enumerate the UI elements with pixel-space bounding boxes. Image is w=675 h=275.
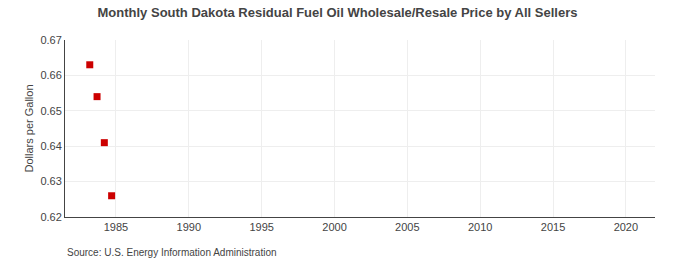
- svg-text:0.67: 0.67: [40, 34, 61, 46]
- svg-text:2020: 2020: [614, 221, 638, 233]
- svg-text:1995: 1995: [249, 221, 273, 233]
- svg-text:0.66: 0.66: [40, 69, 61, 81]
- svg-text:2005: 2005: [395, 221, 419, 233]
- svg-text:0.63: 0.63: [40, 175, 61, 187]
- svg-text:2015: 2015: [541, 221, 565, 233]
- svg-text:Source: U.S. Energy Informatio: Source: U.S. Energy Information Administ…: [67, 247, 277, 258]
- svg-text:0.62: 0.62: [40, 211, 61, 223]
- svg-text:Monthly South Dakota Residual: Monthly South Dakota Residual Fuel Oil W…: [98, 5, 578, 20]
- svg-text:2010: 2010: [468, 221, 492, 233]
- svg-text:Dollars per Gallon: Dollars per Gallon: [23, 84, 35, 172]
- svg-text:1990: 1990: [177, 221, 201, 233]
- svg-text:2000: 2000: [322, 221, 346, 233]
- svg-text:1985: 1985: [104, 221, 128, 233]
- svg-text:0.65: 0.65: [40, 105, 61, 117]
- svg-text:0.64: 0.64: [40, 140, 61, 152]
